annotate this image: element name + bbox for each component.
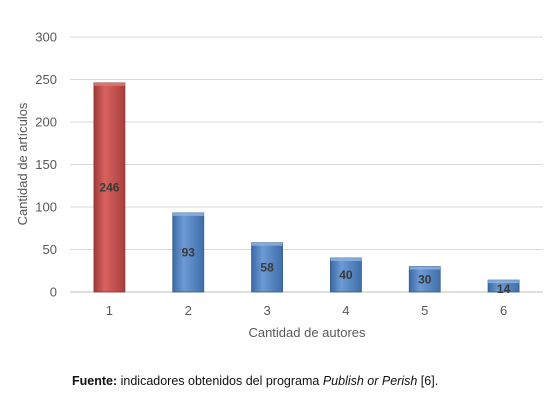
bar-data-label: 30 bbox=[418, 272, 432, 286]
x-tick-label: 2 bbox=[185, 303, 192, 318]
bar-data-label: 93 bbox=[182, 245, 196, 259]
bar-cap bbox=[488, 280, 520, 284]
y-tick-label: 0 bbox=[50, 285, 57, 300]
y-axis-title: Cantidad de artículos bbox=[15, 102, 30, 225]
bar bbox=[251, 242, 283, 293]
bar-cap bbox=[409, 266, 441, 270]
x-tick-label: 6 bbox=[500, 303, 507, 318]
source-program: Publish or Perish bbox=[322, 374, 418, 388]
bar-data-label: 246 bbox=[99, 180, 119, 194]
bar-data-label: 58 bbox=[260, 260, 274, 274]
y-tick-label: 200 bbox=[35, 115, 57, 130]
bar-cap bbox=[330, 258, 362, 261]
bar-cap bbox=[93, 82, 125, 86]
x-tick-label: 5 bbox=[421, 303, 428, 318]
y-tick-label: 300 bbox=[35, 30, 57, 45]
bar bbox=[408, 266, 441, 293]
bar bbox=[93, 82, 126, 293]
source-text-after: [6]. bbox=[417, 374, 439, 388]
gridlines bbox=[70, 36, 543, 293]
bar bbox=[330, 257, 362, 293]
source-label: Fuente: bbox=[72, 374, 118, 388]
y-tick-label: 50 bbox=[43, 242, 57, 257]
bars: 246 93 58 40 30 14 bbox=[93, 82, 520, 296]
x-axis-title: Cantidad de autores bbox=[248, 325, 366, 340]
x-tick-label: 3 bbox=[263, 303, 270, 318]
x-axis-ticks: 1 2 3 4 5 6 bbox=[106, 303, 507, 318]
y-tick-label: 250 bbox=[35, 72, 57, 87]
source-note: Fuente: indicadores obtenidos del progra… bbox=[72, 374, 438, 388]
bar-cap bbox=[172, 212, 204, 216]
bar-data-label: 14 bbox=[497, 282, 511, 296]
y-tick-label: 150 bbox=[35, 157, 57, 172]
source-text-before: indicadores obtenidos del programa bbox=[117, 374, 323, 388]
bar-cap bbox=[251, 242, 283, 246]
bar bbox=[172, 212, 205, 293]
x-tick-label: 1 bbox=[106, 303, 113, 318]
y-tick-label: 100 bbox=[35, 200, 57, 215]
x-tick-label: 4 bbox=[342, 303, 349, 318]
bar-data-label: 40 bbox=[339, 268, 353, 282]
y-axis-ticks: 0 50 100 150 200 250 300 bbox=[35, 30, 57, 300]
